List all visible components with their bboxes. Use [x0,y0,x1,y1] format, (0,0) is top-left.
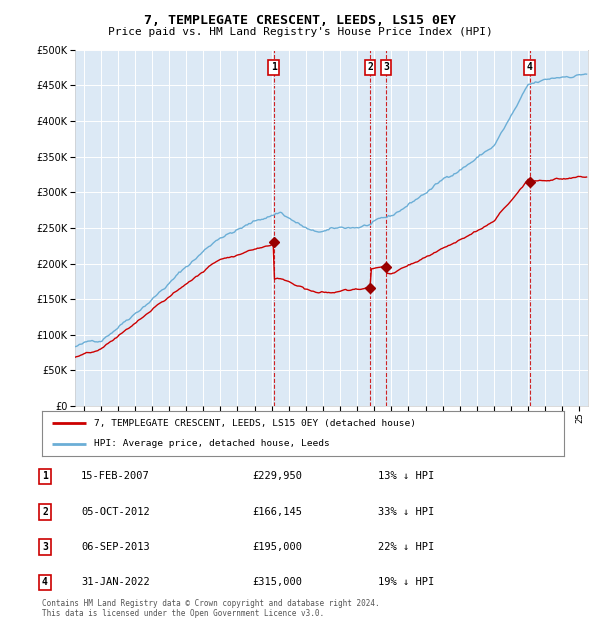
Text: 2: 2 [42,507,48,517]
Text: 22% ↓ HPI: 22% ↓ HPI [378,542,434,552]
Text: 05-OCT-2012: 05-OCT-2012 [81,507,150,517]
Text: 7, TEMPLEGATE CRESCENT, LEEDS, LS15 0EY (detached house): 7, TEMPLEGATE CRESCENT, LEEDS, LS15 0EY … [94,418,416,428]
Text: Contains HM Land Registry data © Crown copyright and database right 2024.
This d: Contains HM Land Registry data © Crown c… [42,599,380,618]
Text: £229,950: £229,950 [252,471,302,482]
Text: £195,000: £195,000 [252,542,302,552]
Text: 31-JAN-2022: 31-JAN-2022 [81,577,150,588]
Text: 1: 1 [271,63,277,73]
Text: 3: 3 [42,542,48,552]
Text: £315,000: £315,000 [252,577,302,588]
Text: 15-FEB-2007: 15-FEB-2007 [81,471,150,482]
Text: 4: 4 [42,577,48,588]
Text: 33% ↓ HPI: 33% ↓ HPI [378,507,434,517]
Text: 1: 1 [42,471,48,482]
Text: 13% ↓ HPI: 13% ↓ HPI [378,471,434,482]
Text: 3: 3 [383,63,389,73]
Text: 06-SEP-2013: 06-SEP-2013 [81,542,150,552]
Text: 4: 4 [527,63,532,73]
Text: 2: 2 [367,63,373,73]
Text: £166,145: £166,145 [252,507,302,517]
Text: 7, TEMPLEGATE CRESCENT, LEEDS, LS15 0EY: 7, TEMPLEGATE CRESCENT, LEEDS, LS15 0EY [144,14,456,27]
Text: 19% ↓ HPI: 19% ↓ HPI [378,577,434,588]
Text: Price paid vs. HM Land Registry's House Price Index (HPI): Price paid vs. HM Land Registry's House … [107,27,493,37]
Text: HPI: Average price, detached house, Leeds: HPI: Average price, detached house, Leed… [94,439,330,448]
